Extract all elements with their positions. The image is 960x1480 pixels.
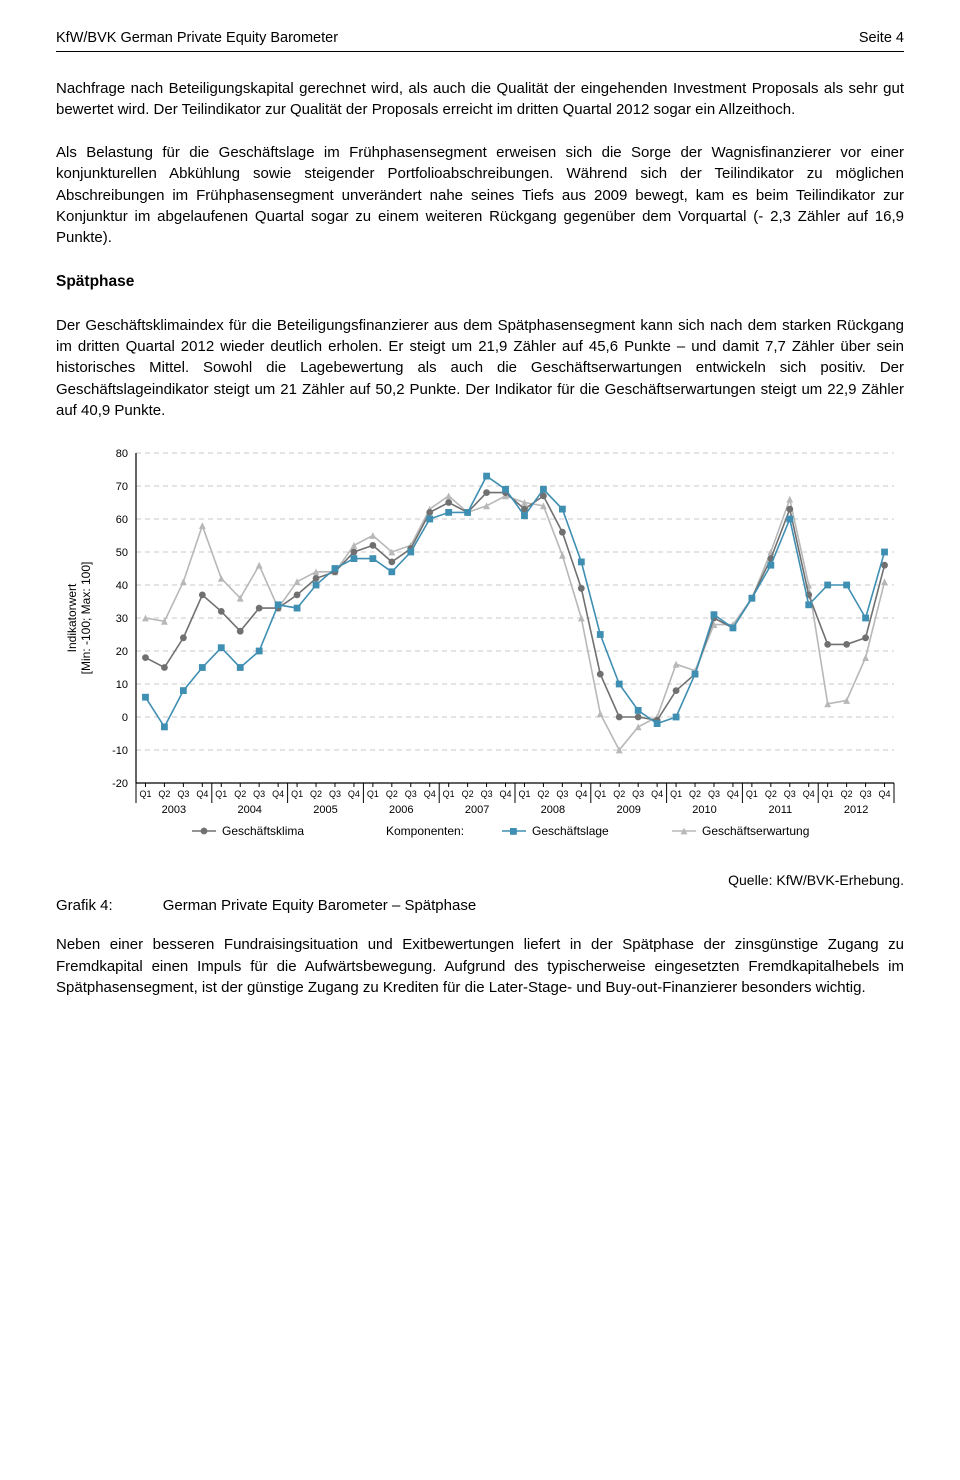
svg-text:Q2: Q2 [537,789,549,799]
svg-text:Geschäftsklima: Geschäftsklima [222,824,304,838]
paragraph-1: Nachfrage nach Beteiligungskapital gerec… [56,78,904,121]
svg-text:2012: 2012 [844,804,868,816]
svg-text:2011: 2011 [768,804,792,816]
svg-text:Q3: Q3 [405,789,417,799]
svg-text:Geschäftslage: Geschäftslage [532,824,609,838]
svg-text:Q4: Q4 [272,789,284,799]
svg-text:Q1: Q1 [367,789,379,799]
svg-text:Q2: Q2 [234,789,246,799]
header-left: KfW/BVK German Private Equity Barometer [56,28,338,49]
svg-text:2005: 2005 [313,804,337,816]
svg-text:Q3: Q3 [556,789,568,799]
svg-text:30: 30 [116,613,128,625]
svg-text:Q4: Q4 [575,789,587,799]
paragraph-3: Der Geschäftsklimaindex für die Beteilig… [56,315,904,421]
svg-text:Q4: Q4 [803,789,815,799]
svg-text:70: 70 [116,481,128,493]
svg-text:Q1: Q1 [518,789,530,799]
svg-text:Q3: Q3 [860,789,872,799]
svg-text:Q3: Q3 [708,789,720,799]
svg-text:2010: 2010 [692,804,716,816]
svg-text:2004: 2004 [237,804,261,816]
figure-label: Grafik 4: [56,895,113,916]
svg-text:60: 60 [116,514,128,526]
svg-text:10: 10 [116,679,128,691]
svg-text:-10: -10 [112,745,128,757]
header-right: Seite 4 [859,28,904,49]
chart-source: Quelle: KfW/BVK-Erhebung. [56,871,904,891]
svg-text:2008: 2008 [541,804,565,816]
paragraph-2: Als Belastung für die Geschäftslage im F… [56,142,904,248]
svg-text:Q2: Q2 [310,789,322,799]
svg-text:Q2: Q2 [462,789,474,799]
svg-text:20: 20 [116,646,128,658]
paragraph-4: Neben einer besseren Fundraisingsituatio… [56,934,904,998]
chart-spaetphase: -20 -10 0 10 20 30 40 50 60 70 80 Q1 Q2 Q3 Q4 Q1 Q2 Q3 Q4 Q… [56,443,904,863]
svg-text:80: 80 [116,448,128,460]
figure-title: German Private Equity Barometer – Spätph… [163,895,477,916]
svg-text:Q1: Q1 [594,789,606,799]
svg-text:Q4: Q4 [727,789,739,799]
svg-text:Q4: Q4 [424,789,436,799]
svg-text:Q3: Q3 [481,789,493,799]
svg-text:50: 50 [116,547,128,559]
line-chart: -20 -10 0 10 20 30 40 50 60 70 80 Q1 Q2 Q3 Q4 Q1 Q2 Q3 Q4 Q… [56,443,904,863]
svg-text:Geschäftserwartung: Geschäftserwartung [702,824,809,838]
svg-text:Q3: Q3 [329,789,341,799]
svg-text:Q2: Q2 [841,789,853,799]
svg-text:Q2: Q2 [613,789,625,799]
svg-text:Q4: Q4 [879,789,891,799]
svg-text:[Min: -100; Max: 100]: [Min: -100; Max: 100] [79,562,93,675]
svg-text:Q4: Q4 [196,789,208,799]
svg-text:Q1: Q1 [822,789,834,799]
svg-text:2007: 2007 [465,804,489,816]
svg-text:-20: -20 [112,778,128,790]
svg-text:Q1: Q1 [139,789,151,799]
svg-text:Q4: Q4 [500,789,512,799]
svg-text:2003: 2003 [162,804,186,816]
svg-text:Indikatorwert: Indikatorwert [65,583,79,652]
svg-text:Komponenten:: Komponenten: [386,824,464,838]
svg-text:Q1: Q1 [215,789,227,799]
svg-text:Q2: Q2 [158,789,170,799]
svg-text:Q1: Q1 [291,789,303,799]
svg-text:Q4: Q4 [348,789,360,799]
svg-text:Q2: Q2 [386,789,398,799]
svg-text:Q4: Q4 [651,789,663,799]
figure-caption: Grafik 4: German Private Equity Baromete… [56,895,904,916]
svg-text:Q3: Q3 [253,789,265,799]
svg-text:Q3: Q3 [632,789,644,799]
svg-text:Q1: Q1 [670,789,682,799]
svg-text:2009: 2009 [616,804,640,816]
svg-text:2006: 2006 [389,804,413,816]
svg-text:0: 0 [122,712,128,724]
section-heading-spaetphase: Spätphase [56,271,904,293]
page-header: KfW/BVK German Private Equity Barometer … [56,28,904,52]
svg-text:Q3: Q3 [784,789,796,799]
svg-text:Q1: Q1 [443,789,455,799]
svg-text:Q2: Q2 [689,789,701,799]
svg-text:40: 40 [116,580,128,592]
svg-text:Q3: Q3 [177,789,189,799]
svg-text:Q1: Q1 [746,789,758,799]
svg-text:Q2: Q2 [765,789,777,799]
